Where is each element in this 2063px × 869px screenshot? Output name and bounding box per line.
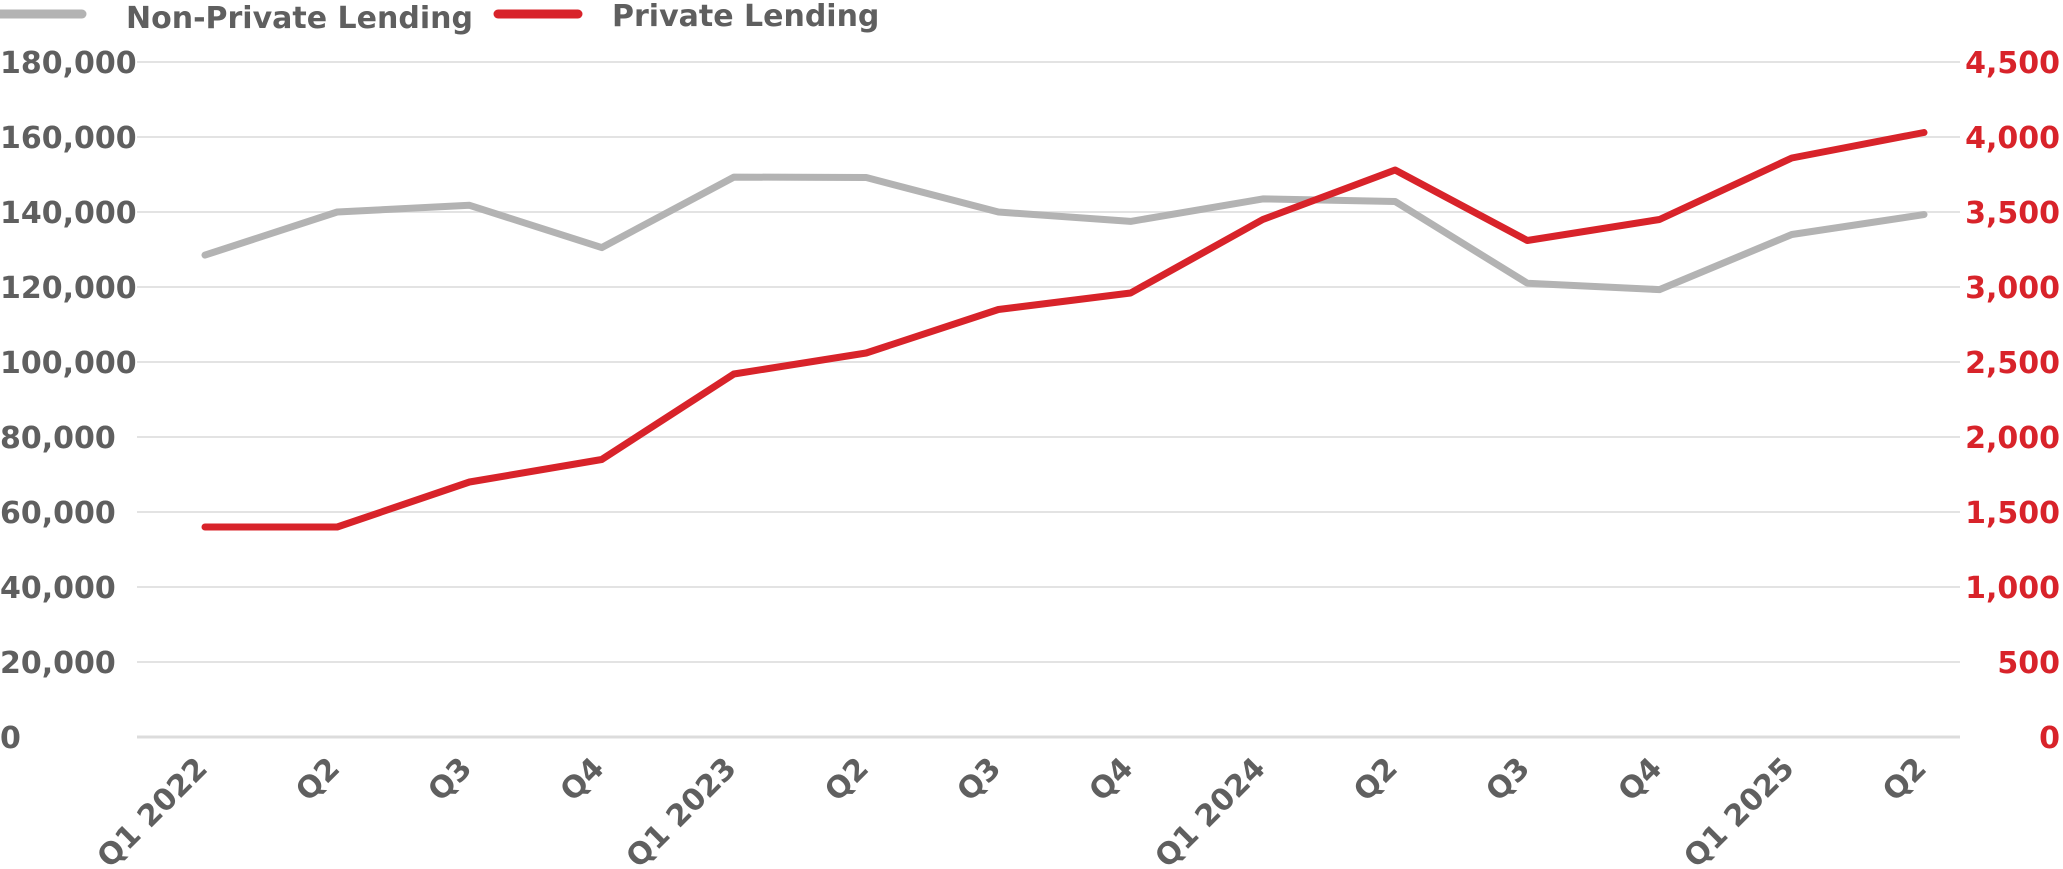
y-left-tick-label: 140,000: [0, 196, 137, 231]
legend-item-non-private-lending: Non-Private Lending: [0, 1, 473, 36]
x-tick-label: Q2: [289, 751, 347, 809]
y-left-tick-label: 40,000: [0, 571, 116, 606]
y-left-tick-label: 80,000: [0, 421, 116, 456]
x-tick-label: Q1 2023: [620, 751, 744, 869]
y-right-tick-label: 3,500: [1965, 196, 2060, 231]
x-tick-label: Q3: [950, 751, 1008, 809]
x-tick-label: Q1 2022: [91, 751, 215, 869]
y-left-tick-label: 0: [0, 721, 21, 756]
y-left-tick-label: 100,000: [0, 346, 137, 381]
legend-label-private-lending: Private Lending: [612, 0, 879, 34]
y-right-tick-label: 2,500: [1965, 346, 2060, 381]
x-tick-label: Q1 2025: [1677, 751, 1801, 869]
legend-label-non-private-lending: Non-Private Lending: [126, 1, 473, 36]
x-tick-label: Q4: [1083, 751, 1141, 809]
x-tick-label: Q2: [1876, 751, 1934, 809]
y-left-tick-label: 180,000: [0, 46, 137, 81]
x-axis: Q1 2022 Q2 Q3 Q4 Q1 2023 Q2 Q3 Q4 Q1 2024 Q2 Q3 Q4 Q…: [91, 751, 1934, 869]
x-tick-label: Q4: [554, 751, 612, 809]
y-left-tick-label: 60,000: [0, 496, 116, 531]
x-tick-label: Q3: [1479, 751, 1537, 809]
y-axis-right: 0 500 1,000 1,500 2,000 2,500 3,000 3,500 4,000 4…: [1965, 46, 2060, 756]
y-left-tick-label: 20,000: [0, 646, 116, 681]
y-right-tick-label: 4,000: [1965, 121, 2060, 156]
legend: Non-Private Lending Private Lending: [0, 0, 879, 36]
y-axis-left: 0 20,000 40,000 60,000 80,000 100,000 120,000 1…: [0, 46, 137, 756]
y-right-tick-label: 0: [2039, 721, 2060, 756]
y-right-tick-label: 3,000: [1965, 271, 2060, 306]
x-tick-label: Q2: [818, 751, 876, 809]
y-right-tick-label: 1,500: [1965, 496, 2060, 531]
x-tick-label: Q4: [1612, 751, 1670, 809]
x-tick-label: Q1 2024: [1149, 751, 1273, 869]
y-left-tick-label: 160,000: [0, 121, 137, 156]
grid-lines: [137, 61, 1960, 739]
series-line-non-private-lending: [201, 173, 1928, 294]
legend-item-private-lending: Private Lending: [493, 0, 879, 34]
y-right-tick-label: 1,000: [1965, 571, 2060, 606]
y-right-tick-label: 500: [1997, 646, 2060, 681]
y-left-tick-label: 120,000: [0, 271, 137, 306]
x-tick-label: Q3: [422, 751, 480, 809]
y-right-tick-label: 2,000: [1965, 421, 2060, 456]
x-tick-label: Q2: [1347, 751, 1405, 809]
series-lines: [201, 129, 1928, 531]
y-right-tick-label: 4,500: [1965, 46, 2060, 81]
series-line-private-lending: [201, 129, 1928, 531]
